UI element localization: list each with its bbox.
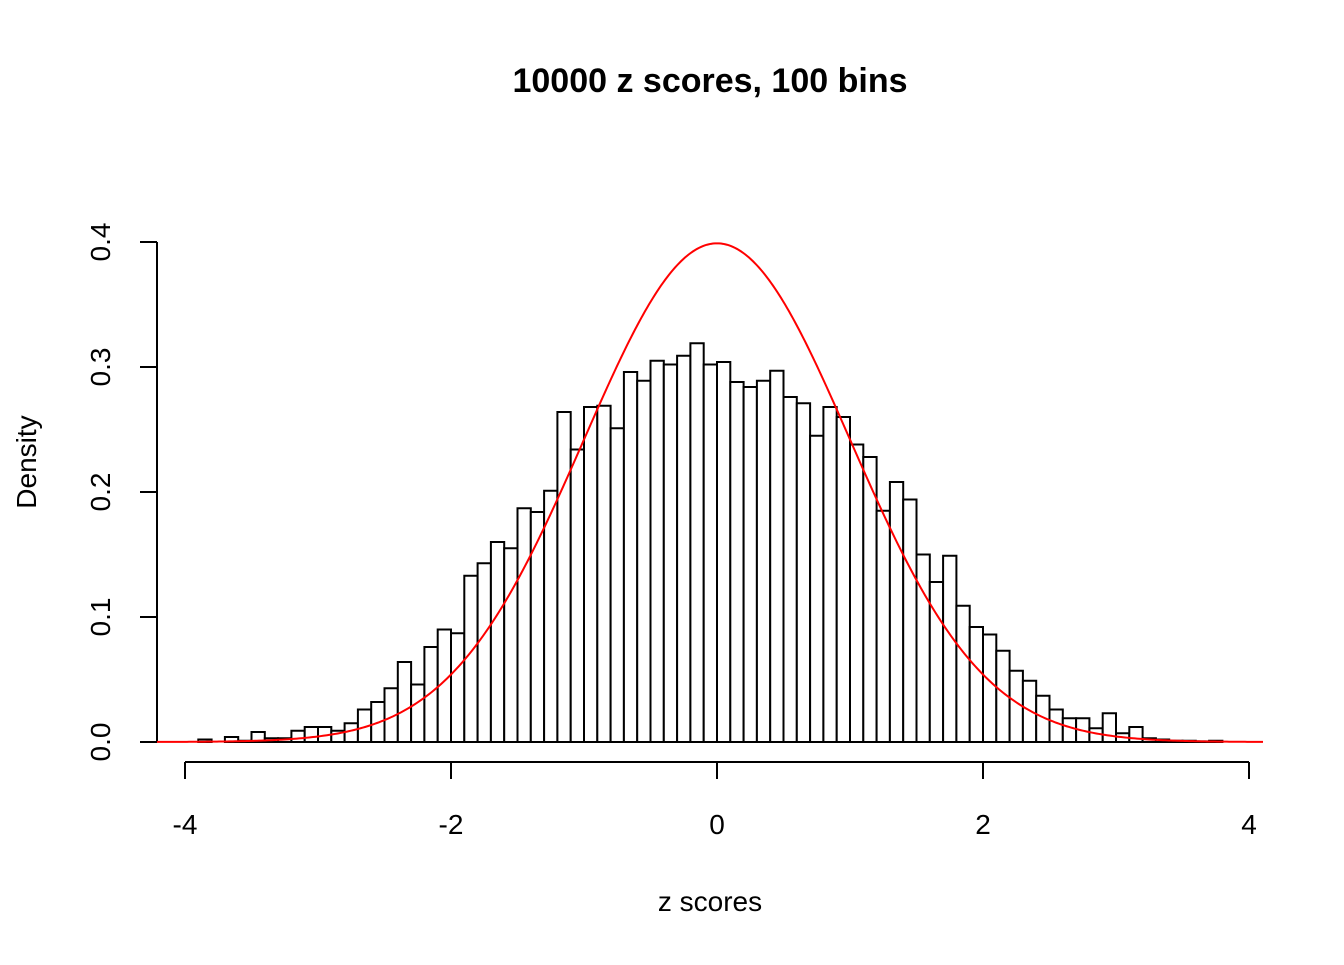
y-tick-label: 0.0 bbox=[85, 723, 116, 762]
chart-title: 10000 z scores, 100 bins bbox=[512, 62, 907, 100]
histogram-bar bbox=[822, 406, 838, 743]
histogram-bar bbox=[782, 396, 798, 743]
histogram-bar bbox=[410, 683, 426, 743]
y-tick-label: 0.3 bbox=[85, 348, 116, 387]
x-axis: -4 -2 0 2 4 bbox=[173, 761, 1257, 840]
histogram-bar bbox=[489, 541, 506, 743]
y-tick-label: 0.1 bbox=[85, 598, 116, 637]
x-tick-label: -2 bbox=[439, 809, 464, 840]
histogram-bar bbox=[543, 489, 559, 743]
x-tick-label: 4 bbox=[1241, 809, 1257, 840]
histogram-bar bbox=[423, 646, 439, 743]
histogram-bar bbox=[636, 379, 652, 743]
histogram-bar bbox=[649, 359, 665, 743]
x-tick-label: 0 bbox=[709, 809, 725, 840]
histogram-bar bbox=[875, 509, 891, 743]
histogram-bar bbox=[569, 448, 586, 743]
histogram-bar bbox=[716, 361, 732, 743]
histogram-bar bbox=[476, 562, 492, 743]
histogram-bar bbox=[609, 427, 625, 743]
histogram-bar bbox=[662, 363, 679, 743]
histogram-bar bbox=[290, 729, 306, 743]
histogram-bar bbox=[982, 633, 998, 743]
histogram-bar bbox=[942, 554, 958, 743]
histogram-bar bbox=[849, 443, 865, 743]
histogram-bar bbox=[902, 498, 918, 743]
histogram-bar bbox=[689, 342, 705, 743]
histogram-bar bbox=[769, 369, 785, 743]
histogram-bar bbox=[1048, 708, 1064, 743]
histogram-bar bbox=[596, 404, 612, 743]
histogram-bar bbox=[742, 386, 758, 743]
y-tick-label: 0.4 bbox=[85, 223, 116, 262]
histogram-bar bbox=[888, 481, 905, 743]
histogram-bar bbox=[622, 371, 639, 743]
y-axis-label: Density bbox=[11, 415, 42, 508]
histogram-bar bbox=[250, 731, 266, 743]
histogram-bar bbox=[968, 626, 985, 743]
bars bbox=[197, 342, 1224, 743]
histogram-bar bbox=[702, 363, 719, 743]
histogram-bar bbox=[835, 416, 852, 743]
histogram-bar bbox=[396, 661, 413, 743]
histogram-bar bbox=[450, 632, 466, 743]
histogram-bar bbox=[862, 456, 878, 743]
y-axis: 0.0 0.1 0.2 0.3 0.4 bbox=[85, 223, 158, 762]
x-tick-label: -4 bbox=[173, 809, 198, 840]
histogram-bar bbox=[556, 411, 572, 743]
histogram-bar bbox=[503, 547, 519, 743]
histogram-bar bbox=[795, 402, 812, 743]
histogram-bar bbox=[516, 507, 532, 743]
histogram-bar bbox=[676, 354, 692, 743]
histogram-bar bbox=[583, 406, 599, 743]
histogram-bar bbox=[729, 381, 745, 743]
histogram-bar bbox=[809, 434, 825, 743]
histogram-bar bbox=[955, 604, 971, 743]
x-tick-label: 2 bbox=[975, 809, 991, 840]
y-tick-label: 0.2 bbox=[85, 473, 116, 512]
x-axis-label: z scores bbox=[658, 886, 762, 917]
histogram-bar bbox=[529, 511, 546, 743]
histogram-bar bbox=[1101, 712, 1117, 743]
histogram-bar bbox=[303, 726, 320, 743]
normal-density-curve bbox=[156, 242, 1264, 743]
histogram-bar bbox=[755, 379, 772, 743]
histogram-bar bbox=[1061, 717, 1078, 743]
